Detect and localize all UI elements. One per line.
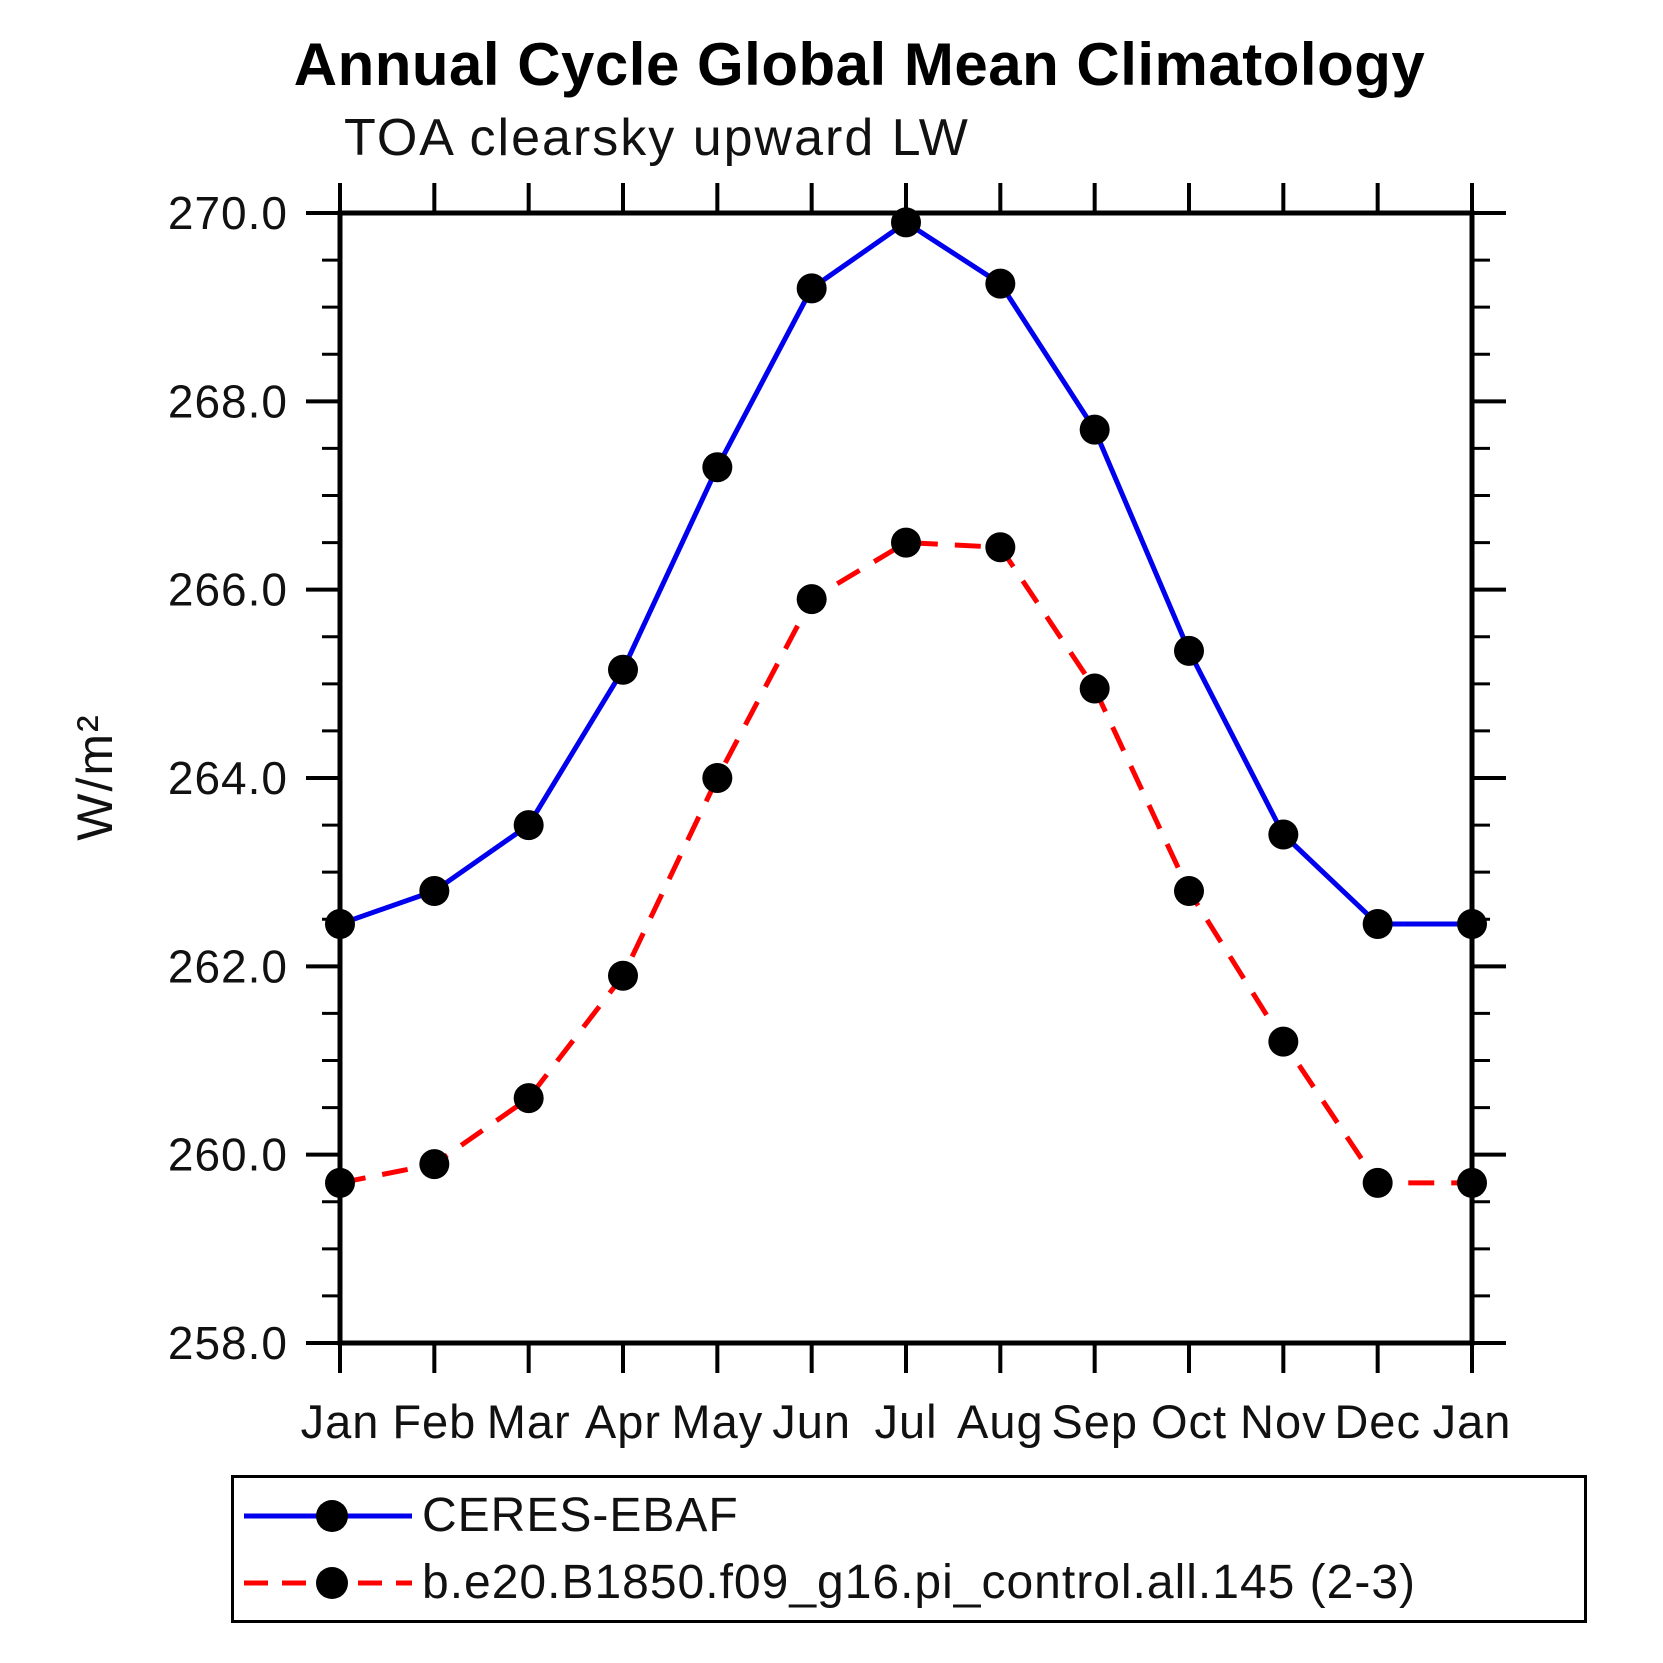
month-tick-label: Sep (1051, 1395, 1138, 1448)
data-point-marker (1268, 1026, 1299, 1057)
data-point-marker (1457, 1167, 1487, 1198)
data-point-marker (325, 1167, 355, 1198)
data-point-marker (985, 532, 1016, 563)
legend-item: CERES-EBAF (240, 1482, 1584, 1549)
chart-subtitle: TOA clearsky upward LW (344, 109, 970, 167)
data-point-marker (985, 268, 1016, 299)
axis-frame (337, 210, 1475, 1346)
data-point-marker (1079, 673, 1110, 704)
month-tick-label: May (671, 1395, 763, 1448)
data-point-marker (513, 1083, 544, 1114)
data-point-marker (325, 908, 355, 939)
month-tick-label: Apr (585, 1395, 661, 1448)
y-tick-label: 260.0 (168, 1129, 288, 1181)
month-tick-label: Feb (392, 1395, 476, 1448)
data-point-marker (608, 654, 638, 685)
y-tick-label: 266.0 (168, 564, 288, 616)
y-tick-label: 268.0 (168, 375, 288, 427)
month-tick-label: Jan (1433, 1395, 1512, 1448)
month-tick-label: Jun (772, 1395, 851, 1448)
data-point-marker (1079, 414, 1110, 445)
data-point-marker (419, 876, 450, 906)
legend-box: CERES-EBAF b.e20.B1850.f09_g16.pi_contro… (231, 1475, 1587, 1623)
legend-marker-dot (316, 1566, 348, 1599)
data-point-marker (513, 810, 544, 841)
month-tick-label: Dec (1334, 1395, 1421, 1448)
month-tick-label: Mar (487, 1395, 571, 1448)
legend-swatch-solid-line (244, 1499, 412, 1532)
data-point-marker (1457, 908, 1487, 939)
legend-item: b.e20.B1850.f09_g16.pi_control.all.145 (… (240, 1549, 1584, 1616)
data-point-marker (1174, 635, 1204, 666)
legend-label-ceres: CERES-EBAF (422, 1489, 739, 1542)
data-point-marker (796, 584, 827, 615)
data-point-marker (1362, 1167, 1393, 1198)
series-line-0 (339, 219, 1472, 927)
data-point-marker (1174, 876, 1204, 906)
y-tick-label: 262.0 (168, 940, 288, 992)
y-tick-label: 258.0 (168, 1317, 288, 1369)
data-point-marker (419, 1149, 450, 1180)
month-tick-label: Oct (1151, 1395, 1227, 1448)
data-point-marker (891, 207, 921, 238)
data-point-marker (1362, 908, 1393, 939)
legend-label-model: b.e20.B1850.f09_g16.pi_control.all.145 (… (422, 1556, 1417, 1609)
month-tick-label: Nov (1240, 1395, 1327, 1448)
data-point-marker (796, 273, 827, 304)
data-point-marker (608, 960, 638, 991)
month-tick-label: Jul (874, 1395, 937, 1448)
month-tick-label: Aug (957, 1395, 1044, 1448)
y-tick-label: 270.0 (168, 187, 288, 239)
legend-marker-dot (316, 1499, 348, 1532)
month-tick-label: Jan (301, 1395, 380, 1448)
chart-title: Annual Cycle Global Mean Climatology (293, 31, 1426, 98)
data-point-marker (1268, 819, 1299, 850)
data-point-marker (702, 763, 733, 793)
data-point-marker (702, 452, 733, 483)
series-line-1 (339, 540, 1472, 1186)
data-point-marker (891, 527, 921, 558)
y-tick-label: 264.0 (168, 752, 288, 804)
legend-swatch-dashed-line (244, 1566, 412, 1599)
